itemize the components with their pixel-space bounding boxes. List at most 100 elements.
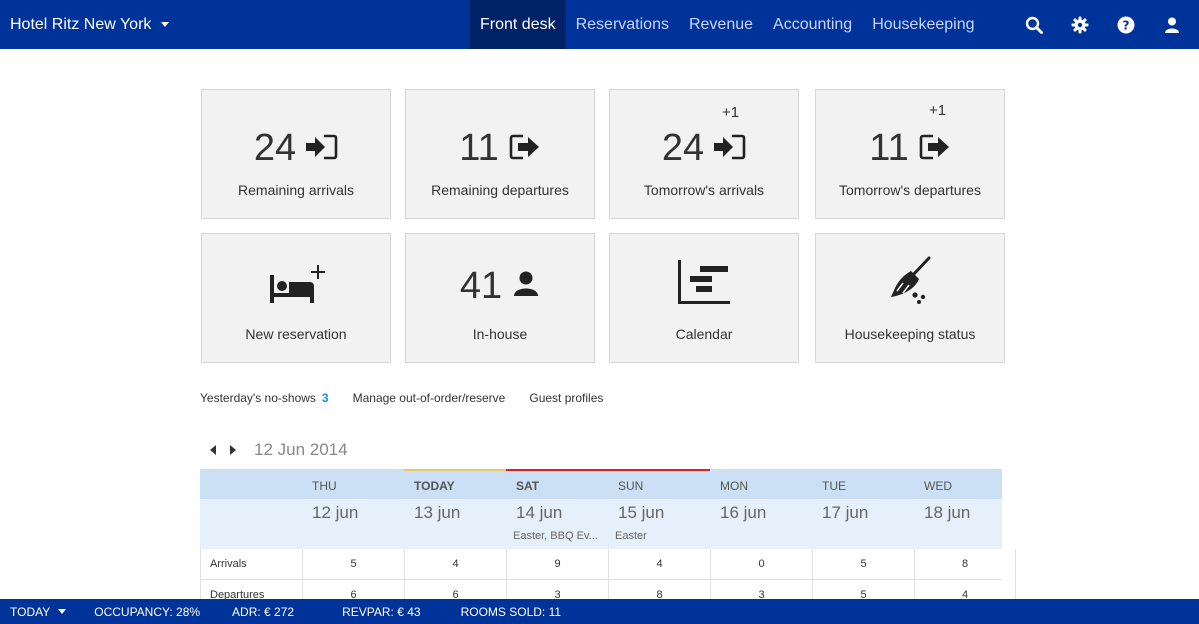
tile-remaining-departures[interactable]: 11 Remaining departures (405, 89, 595, 219)
tile-label: Housekeeping status (844, 326, 976, 342)
day-of-week: TODAY (414, 479, 455, 493)
table-cell[interactable]: 8 (914, 549, 1016, 580)
departure-icon (919, 127, 951, 170)
calendar-header-dow: THU TODAY SAT SUN MON TUE WED (200, 469, 1002, 499)
svg-text:?: ? (1123, 18, 1130, 32)
person-icon (512, 265, 540, 308)
tile-tomorrows-arrivals[interactable]: +1 24 Tomorrow's arrivals (609, 89, 799, 219)
tile-label: Remaining departures (431, 182, 569, 198)
day-event: Easter, BBQ Ev... (513, 530, 598, 542)
current-date: 12 Jun 2014 (254, 440, 348, 459)
nav-reservations[interactable]: Reservations (575, 16, 669, 33)
gantt-icon (610, 256, 798, 308)
nav-front-desk[interactable]: Front desk (470, 0, 566, 49)
next-arrow-icon[interactable] (230, 445, 236, 455)
day-header: WED (914, 469, 1016, 499)
tile-in-house[interactable]: 41 In-house (405, 233, 595, 363)
tile-label: Calendar (675, 326, 733, 342)
day-event (302, 523, 398, 530)
table-cell[interactable]: 6 (404, 580, 506, 611)
day-event (404, 523, 500, 530)
prev-arrow-icon[interactable] (210, 445, 216, 455)
tile-value: 11 (459, 126, 499, 169)
date-navigator: 12 Jun 2014 (210, 440, 348, 460)
tile-label: New reservation (245, 326, 347, 342)
status-bar: TODAY OCCUPANCY: 28% ADR: € 272 REVPAR: … (0, 599, 1199, 624)
table-cell[interactable]: 4 (608, 549, 710, 580)
day-date-cell[interactable]: 15 jun Easter (608, 499, 710, 549)
arrival-icon (714, 127, 746, 170)
top-bar: Hotel Ritz New York Front desk Reservati… (0, 0, 1199, 49)
day-date-cell[interactable]: 18 jun (914, 499, 1016, 549)
day-date: 14 jun (516, 503, 563, 522)
help-icon[interactable]: ? (1117, 16, 1135, 34)
day-date-cell[interactable]: 17 jun (812, 499, 914, 549)
tile-label: Remaining arrivals (238, 182, 354, 198)
tile-calendar[interactable]: Calendar (609, 233, 799, 363)
adr-stat: ADR: € 272 (232, 604, 295, 619)
guest-profiles-link[interactable]: Guest profiles (529, 391, 604, 405)
row-label: Departures (200, 580, 302, 611)
table-cell[interactable]: 3 (506, 580, 608, 611)
day-highlight-bar (404, 469, 506, 471)
table-cell[interactable]: 3 (710, 580, 812, 611)
table-cell[interactable]: 4 (914, 580, 1016, 611)
period-label: TODAY (10, 604, 51, 619)
tile-tomorrows-departures[interactable]: +1 11 Tomorrow's departures (815, 89, 1005, 219)
revpar-stat: REVPAR: € 43 (342, 604, 421, 619)
noshows-link[interactable]: Yesterday's no-shows 3 (200, 391, 329, 405)
table-cell[interactable]: 5 (812, 549, 914, 580)
nav-housekeeping[interactable]: Housekeeping (872, 16, 975, 33)
day-date: 15 jun (618, 503, 665, 522)
availability-calendar: THU TODAY SAT SUN MON TUE WED 12 jun 13 jun 14 j… (200, 469, 1016, 611)
tile-sup: +1 (929, 102, 947, 119)
hotel-name: Hotel Ritz New York (10, 16, 152, 33)
day-date: 13 jun (414, 503, 461, 522)
table-cell[interactable]: 4 (404, 549, 506, 580)
day-date: 16 jun (720, 503, 767, 522)
tile-remaining-arrivals[interactable]: 24 Remaining arrivals (201, 89, 391, 219)
day-header: TUE (812, 469, 914, 499)
user-icon[interactable] (1163, 16, 1181, 34)
nav-revenue[interactable]: Revenue (688, 16, 754, 33)
period-selector[interactable]: TODAY (10, 604, 67, 619)
day-date: 18 jun (924, 503, 971, 522)
day-date-cell[interactable]: 16 jun (710, 499, 812, 549)
day-date-cell[interactable]: 13 jun (404, 499, 506, 549)
day-of-week: WED (924, 479, 952, 493)
tile-sup: +1 (722, 104, 740, 121)
day-of-week: TUE (822, 479, 846, 493)
search-icon[interactable] (1025, 16, 1043, 34)
arrival-icon (306, 127, 338, 170)
noshows-count: 3 (321, 391, 329, 405)
table-cell[interactable]: 9 (506, 549, 608, 580)
day-date: 17 jun (822, 503, 869, 522)
tile-label: Tomorrow's arrivals (643, 182, 765, 198)
hotel-selector[interactable]: Hotel Ritz New York (10, 0, 170, 49)
tile-housekeeping-status[interactable]: Housekeeping status (815, 233, 1005, 363)
day-event: Easter (615, 530, 647, 542)
table-cell[interactable]: 8 (608, 580, 710, 611)
table-cell[interactable]: 5 (302, 549, 404, 580)
table-cell[interactable]: 0 (710, 549, 812, 580)
table-cell[interactable]: 6 (302, 580, 404, 611)
chevron-down-icon (58, 609, 67, 614)
tile-value: 24 (661, 126, 705, 169)
tile-value: 24 (253, 126, 297, 169)
tile-new-reservation[interactable]: New reservation (201, 233, 391, 363)
bed-plus-icon (202, 258, 390, 310)
main-nav: Front desk Reservations Revenue Accounti… (470, 0, 984, 49)
gear-icon[interactable] (1071, 16, 1089, 34)
departure-icon (509, 127, 541, 170)
table-cell[interactable]: 5 (812, 580, 914, 611)
out-of-order-link[interactable]: Manage out-of-order/reserve (352, 391, 506, 405)
day-date-cell[interactable]: 12 jun (302, 499, 404, 549)
day-header: MON (710, 469, 812, 499)
day-event (812, 523, 908, 530)
day-event (710, 523, 806, 530)
day-date-cell[interactable]: 14 jun Easter, BBQ Ev... (506, 499, 608, 549)
tile-label: Tomorrow's departures (839, 182, 981, 198)
nav-accounting[interactable]: Accounting (773, 16, 853, 33)
day-highlight-bar (506, 469, 608, 471)
day-of-week: SUN (618, 479, 644, 493)
